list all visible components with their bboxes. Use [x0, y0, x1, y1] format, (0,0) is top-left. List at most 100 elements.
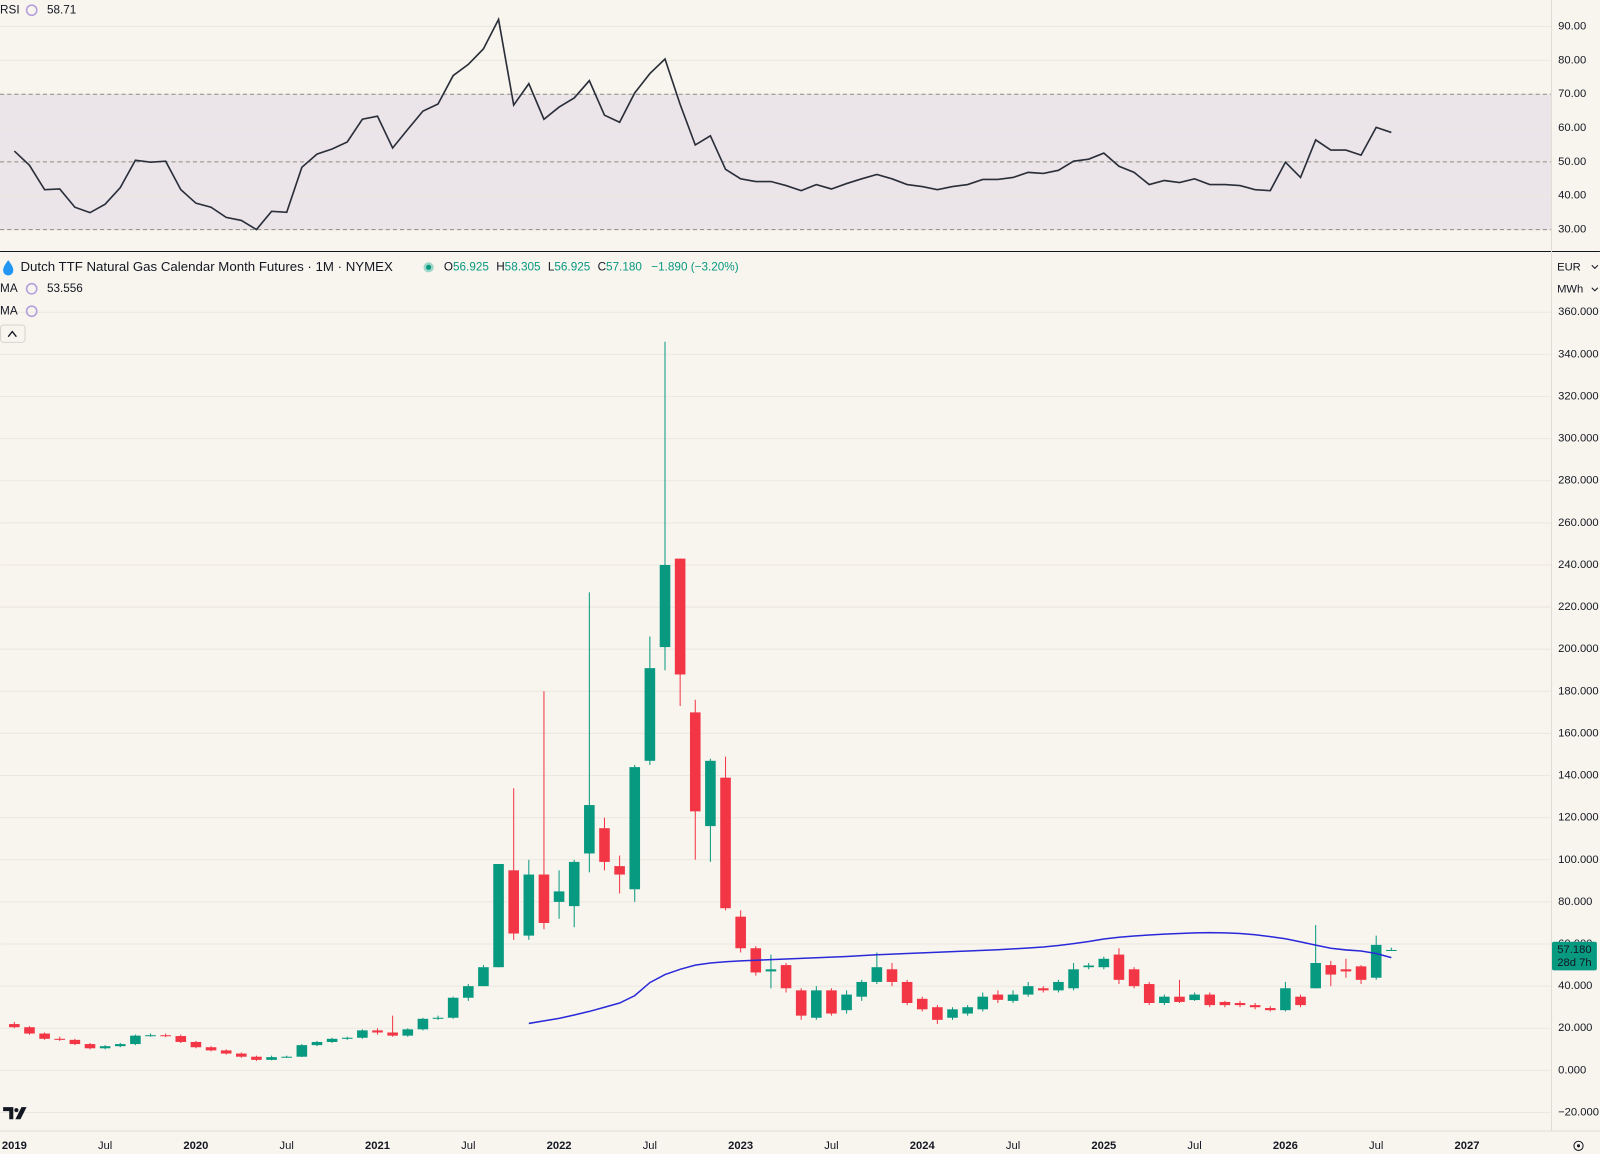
x-tick-label: Jul — [643, 1140, 657, 1152]
settings-icon-center — [1576, 1144, 1581, 1148]
x-tick-label: Jul — [461, 1140, 475, 1152]
dropdown-icon — [1591, 287, 1599, 292]
candle-body — [478, 967, 489, 987]
last-price-badge — [1551, 941, 1597, 971]
dropdown-icon — [1591, 264, 1599, 270]
last-price-label: 57.180 — [1557, 944, 1591, 956]
candle-body — [1038, 988, 1049, 991]
candle-body — [1295, 996, 1306, 1006]
y-tick-label: 80.00 — [1558, 54, 1586, 66]
indicator-icon[interactable] — [25, 282, 38, 295]
collapse-button[interactable] — [0, 324, 26, 343]
candle-body — [24, 1027, 35, 1034]
candle-body — [947, 1009, 958, 1018]
countdown: 28d 7h — [1557, 957, 1591, 969]
candle-body — [251, 1056, 262, 1060]
candle-body — [553, 891, 565, 902]
candle-body — [568, 861, 580, 907]
candle-body — [372, 1030, 383, 1033]
candle-body — [1325, 965, 1337, 975]
currency[interactable]: EUR — [1557, 261, 1581, 273]
candle-body — [114, 1044, 126, 1047]
candle-body — [508, 870, 519, 934]
market-status-dot — [426, 264, 432, 270]
indicator-icon[interactable] — [25, 305, 38, 318]
rsi-value: 58.71 — [47, 3, 76, 16]
y-tick-label: 50.00 — [1558, 156, 1586, 168]
y-tick-label: 340.000 — [1558, 348, 1599, 360]
x-tick-label: 2021 — [365, 1140, 390, 1152]
ohlc-change: −1.890 (−3.20%) — [651, 260, 738, 273]
symbol-icon — [3, 260, 14, 276]
candle-body — [538, 874, 550, 923]
ohlc: O56.925 H58.305 L56.925 C57.180 −1.890 (… — [444, 260, 739, 273]
x-tick-label: 2026 — [1273, 1140, 1298, 1152]
candle-body — [190, 1041, 202, 1048]
y-tick-label: 260.000 — [1558, 517, 1599, 529]
y-tick-label: 360.000 — [1558, 306, 1599, 318]
settings-icon[interactable] — [1573, 1140, 1584, 1151]
candle-body — [341, 1037, 353, 1039]
candle-body — [735, 916, 746, 949]
unit[interactable]: MWh — [1557, 284, 1583, 296]
y-tick-label: 70.00 — [1558, 88, 1586, 100]
candle-body — [1264, 1008, 1276, 1011]
y-tick-label: 280.000 — [1558, 475, 1599, 487]
candle-body — [674, 558, 686, 675]
ohlc-value: 56.925 — [554, 260, 590, 273]
candle-body — [417, 1018, 429, 1030]
candle-body — [145, 1035, 156, 1037]
candle-body — [1310, 962, 1321, 989]
x-tick-label: Jul — [1369, 1140, 1383, 1152]
y-tick-label: 320.000 — [1558, 390, 1599, 402]
candle-body — [523, 874, 535, 936]
candle-body — [130, 1035, 141, 1045]
y-tick-label: 90.00 — [1558, 20, 1586, 32]
candle-body — [1159, 996, 1170, 1004]
x-tick-label: 2022 — [547, 1140, 572, 1152]
y-tick-label: 0.000 — [1558, 1064, 1586, 1076]
candle-body — [99, 1046, 111, 1049]
rsi-line — [13, 16, 1392, 231]
rsi-name: RSI — [0, 3, 20, 16]
y-tick-label: 20.000 — [1558, 1022, 1592, 1034]
candle-body — [856, 981, 868, 997]
candle-body — [39, 1033, 50, 1039]
candle-body — [9, 1024, 20, 1028]
candle-body — [977, 996, 989, 1010]
price-pane: 360.000 340.000 320.000 300.000 280.000 260.0… — [0, 306, 1599, 1152]
candle-body — [644, 668, 656, 761]
candle-body — [1083, 965, 1094, 968]
candle-body — [1128, 969, 1140, 987]
candle-body — [205, 1047, 217, 1051]
candle-body — [765, 969, 777, 972]
candle-body — [220, 1050, 232, 1054]
x-tick-label: Jul — [1006, 1140, 1020, 1152]
candle-body — [659, 564, 671, 648]
candle-body — [629, 767, 641, 890]
candle-body — [1174, 996, 1185, 1002]
candle-body — [1053, 981, 1064, 991]
logo-dot — [14, 1108, 19, 1113]
indicator-icon[interactable] — [25, 4, 38, 17]
candle-body — [1249, 1005, 1261, 1008]
candle-body — [1370, 944, 1382, 978]
candle-body — [447, 997, 459, 1018]
unit-selector: EUR MWh — [1557, 261, 1599, 296]
candle-body — [1204, 994, 1216, 1006]
candle-body — [916, 998, 928, 1010]
candle-body — [1386, 949, 1397, 951]
logo-mark — [3, 1107, 27, 1120]
ohlc-value: 57.180 — [606, 260, 642, 273]
ohlc-key: H — [496, 260, 504, 273]
candle-body — [69, 1039, 81, 1045]
rsi-pane: 90.00 80.00 70.00 60.00 50.00 40.00 30.00 — [0, 16, 1586, 236]
candle-body — [780, 965, 792, 989]
candle-body — [1340, 969, 1352, 972]
y-tick-label: 100.000 — [1558, 854, 1599, 866]
x-tick-label: Jul — [98, 1140, 112, 1152]
candle-body — [387, 1032, 398, 1036]
candle-body — [599, 828, 610, 862]
candle-body — [84, 1044, 96, 1049]
candle-body — [311, 1041, 323, 1046]
